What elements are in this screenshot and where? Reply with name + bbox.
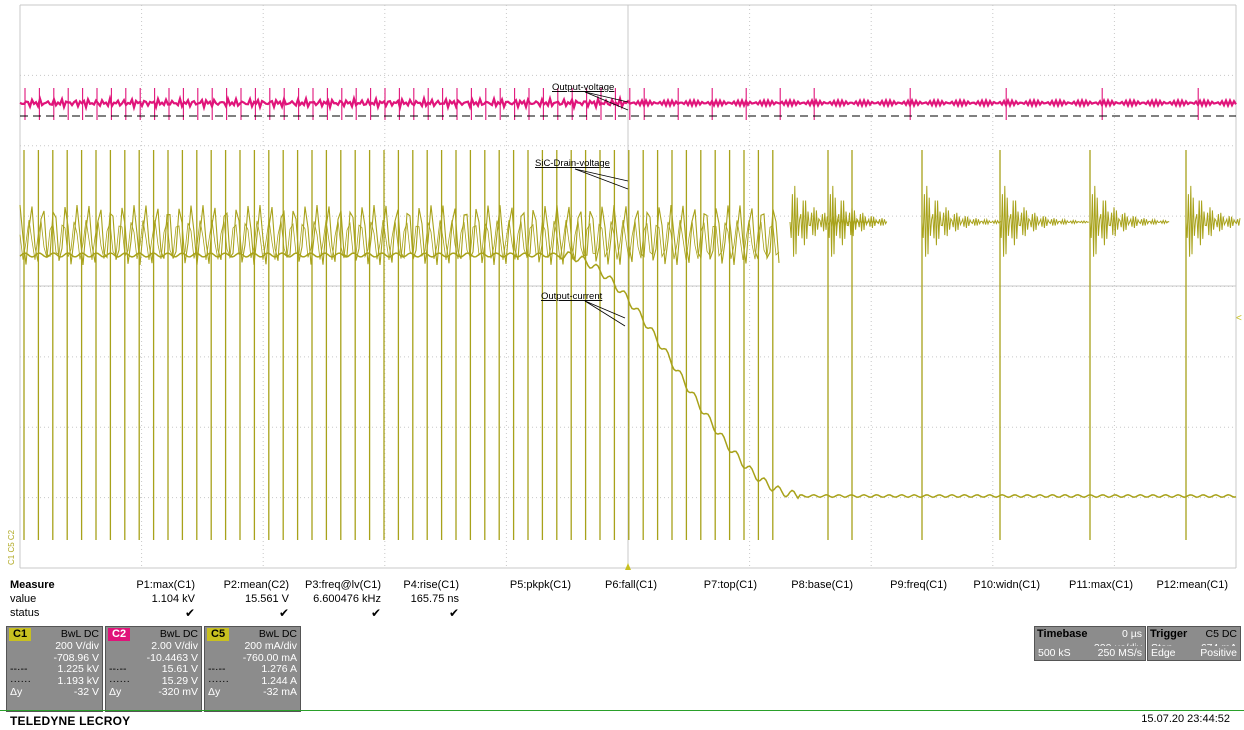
trigger-level-marker[interactable]: < bbox=[1236, 313, 1242, 324]
delta-label: Δy bbox=[10, 686, 23, 698]
timestamp: 15.07.20 23:44:52 bbox=[1141, 713, 1230, 725]
coupling: BwL DC bbox=[60, 628, 99, 640]
measure-col-4-status: ✔ bbox=[448, 606, 459, 620]
volts-per-div: 200 V/div bbox=[55, 640, 99, 652]
measure-row-value-label: value bbox=[10, 593, 37, 605]
trigger-type: Edge bbox=[1151, 647, 1176, 659]
channel-c1-tag[interactable]: C1 bbox=[9, 628, 32, 641]
cursor1-value: 15.61 V bbox=[161, 663, 198, 675]
trigger-source: C5 DC bbox=[1205, 628, 1237, 640]
trigger-type-row: Edge Positive bbox=[1147, 646, 1241, 661]
footer-divider bbox=[0, 710, 1244, 711]
measure-title: Measure bbox=[10, 579, 55, 591]
measure-col-11-name[interactable]: P11:max(C1) bbox=[1069, 579, 1133, 591]
delta-label: Δy bbox=[208, 686, 221, 698]
offset: -760.00 mA bbox=[242, 651, 297, 664]
cursor1-marker: --·-- bbox=[10, 663, 28, 675]
cursor2-value: 15.29 V bbox=[161, 674, 198, 687]
measure-col-1-name[interactable]: P1:max(C1) bbox=[136, 579, 195, 591]
timebase-sample-row: 500 kS 250 MS/s bbox=[1034, 646, 1146, 661]
measure-row-status-label: status bbox=[10, 607, 40, 619]
delta-value: -320 mV bbox=[158, 686, 198, 698]
measure-col-3-name[interactable]: P3:freq@lv(C1) bbox=[305, 579, 381, 591]
svg-text:Output-current: Output-current bbox=[541, 291, 603, 302]
cursor2-value: 1.244 A bbox=[261, 674, 297, 687]
svg-text:Output-voltage: Output-voltage bbox=[552, 82, 614, 93]
measure-col-6-name[interactable]: P6:fall(C1) bbox=[605, 579, 657, 591]
measure-col-2-status: ✔ bbox=[278, 606, 289, 620]
trace-label-voltage: Output-voltage bbox=[552, 82, 629, 111]
channel-markers-left: C1 C5 C2 bbox=[7, 529, 16, 565]
brand-logo: TELEDYNE LECROY bbox=[10, 714, 131, 728]
measure-col-3-status: ✔ bbox=[370, 606, 381, 620]
measure-col-10-name[interactable]: P10:widn(C1) bbox=[973, 579, 1040, 591]
svg-text:C1 C5 C2: C1 C5 C2 bbox=[7, 529, 16, 565]
measure-col-8-name[interactable]: P8:base(C1) bbox=[791, 579, 853, 591]
volts-per-div: 2.00 V/div bbox=[151, 640, 198, 652]
measure-col-4-value: 165.75 ns bbox=[410, 593, 459, 605]
cursor2-marker: ······ bbox=[109, 674, 130, 687]
measure-col-12-name[interactable]: P12:mean(C1) bbox=[1156, 579, 1228, 591]
offset: -10.4463 V bbox=[146, 651, 198, 664]
cursor2-marker: ······ bbox=[208, 674, 229, 687]
trace-label-drain: SiC-Drain-voltage bbox=[535, 158, 629, 190]
timebase-samples: 500 kS bbox=[1038, 647, 1071, 659]
timebase-delay: 0 µs bbox=[1121, 628, 1142, 640]
measure-col-2-name[interactable]: P2:mean(C2) bbox=[223, 579, 289, 591]
measure-col-5-name[interactable]: P5:pkpk(C1) bbox=[509, 579, 571, 591]
trigger-title: Trigger bbox=[1150, 628, 1188, 640]
waveform-grid[interactable]: Output-voltage SiC-Drain-voltage Output-… bbox=[0, 0, 1244, 570]
cursor2-marker: ······ bbox=[10, 674, 31, 687]
coupling: BwL DC bbox=[159, 628, 198, 640]
channel-c2-tag[interactable]: C2 bbox=[108, 628, 131, 641]
cursor1-marker: --·-- bbox=[208, 663, 226, 675]
channel-c2-panel[interactable]: C2 BwL DC 2.00 V/div -10.4463 V --·-- 15.6… bbox=[105, 626, 202, 712]
measure-col-7-name[interactable]: P7:top(C1) bbox=[703, 579, 757, 591]
trigger-marker[interactable] bbox=[625, 563, 631, 570]
measure-col-3-value: 6.600476 kHz bbox=[313, 593, 381, 605]
graticule bbox=[19, 4, 1237, 569]
measure-col-1-status: ✔ bbox=[184, 606, 195, 620]
cursor1-value: 1.276 A bbox=[261, 663, 297, 675]
delta-value: -32 V bbox=[73, 686, 99, 698]
offset: -708.96 V bbox=[53, 651, 99, 664]
delta-value: -32 mA bbox=[263, 686, 297, 698]
channel-c5-panel[interactable]: C5 BwL DC 200 mA/div -760.00 mA --·-- 1.27… bbox=[204, 626, 301, 712]
cursor1-marker: --·-- bbox=[109, 663, 127, 675]
trigger-slope: Positive bbox=[1200, 647, 1237, 659]
measure-col-2-value: 15.561 V bbox=[244, 593, 289, 605]
cursor2-value: 1.193 kV bbox=[57, 674, 99, 687]
measure-col-4-name[interactable]: P4:rise(C1) bbox=[403, 579, 459, 591]
channel-c1-panel[interactable]: C1 BwL DC 200 V/div -708.96 V --·-- 1.225 … bbox=[6, 626, 103, 712]
timebase-title: Timebase bbox=[1037, 628, 1088, 640]
cursor1-value: 1.225 kV bbox=[57, 663, 99, 675]
trace-label-current: Output-current bbox=[541, 291, 626, 327]
delta-label: Δy bbox=[109, 686, 122, 698]
waveform-traces bbox=[19, 88, 1241, 540]
coupling: BwL DC bbox=[258, 628, 297, 640]
measure-col-9-name[interactable]: P9:freq(C1) bbox=[890, 579, 947, 591]
amps-per-div: 200 mA/div bbox=[244, 640, 297, 652]
measure-col-1-value: 1.104 kV bbox=[151, 593, 195, 605]
channel-c5-tag[interactable]: C5 bbox=[207, 628, 230, 641]
timebase-rate: 250 MS/s bbox=[1097, 647, 1142, 659]
svg-text:SiC-Drain-voltage: SiC-Drain-voltage bbox=[535, 158, 610, 169]
